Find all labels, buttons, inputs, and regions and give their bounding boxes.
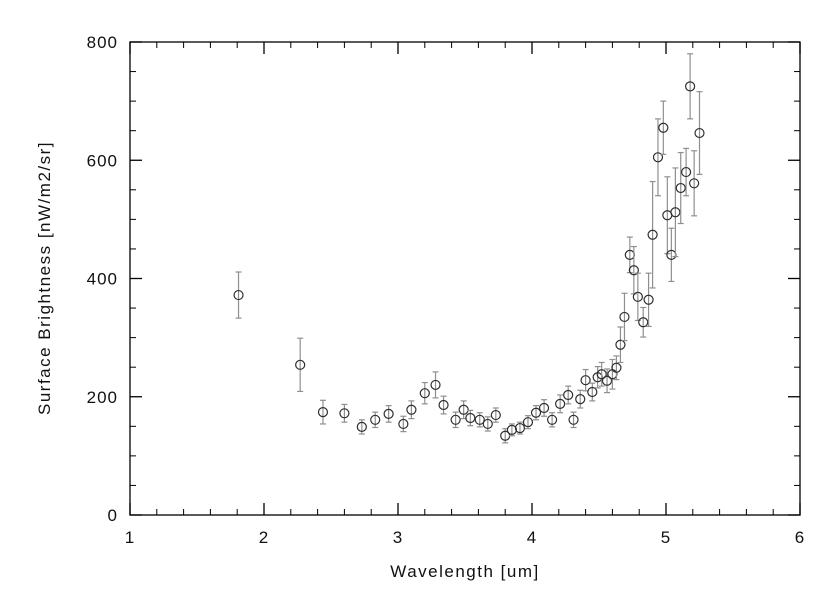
x-tick-label: 3	[393, 528, 403, 547]
data-point-marker	[356, 421, 367, 433]
data-point-marker	[563, 389, 574, 401]
data-point-marker	[670, 207, 681, 218]
data-point-marker	[430, 379, 441, 391]
data-point-marker	[538, 402, 550, 414]
data-point-marker	[383, 408, 394, 419]
data-point-marker	[419, 388, 430, 399]
data-point-marker	[438, 399, 449, 411]
data-point-marker	[689, 178, 700, 189]
data-point-marker	[615, 339, 626, 350]
y-tick-label: 400	[87, 270, 118, 289]
data-point-marker	[406, 404, 417, 415]
data-point-marker	[680, 166, 692, 178]
data-point-marker	[370, 414, 381, 425]
data-point-marker	[580, 375, 591, 386]
y-axis-label: Surface Brightness [nW/m2/sr]	[35, 141, 54, 415]
data-point-marker	[233, 289, 244, 301]
data-point-marker	[398, 418, 409, 430]
data-point-marker	[575, 394, 586, 405]
x-tick-label: 5	[661, 528, 671, 547]
data-point-marker	[530, 407, 542, 418]
data-point-marker	[587, 386, 598, 398]
data-point-marker	[490, 409, 501, 421]
data-point-marker	[619, 311, 630, 323]
data-point-marker	[596, 369, 607, 380]
data-point-marker	[465, 412, 476, 424]
data-point-marker	[458, 404, 469, 415]
data-point-marker	[317, 407, 329, 418]
data-point-marker	[611, 362, 622, 373]
x-tick-label: 4	[527, 528, 537, 547]
data-point-marker	[514, 422, 526, 434]
plot-content: 1 2 3 4 5 6 0 200 400 600 800	[87, 33, 805, 547]
data-point-marker	[694, 127, 705, 139]
data-point-marker	[506, 424, 517, 435]
data-point-marker	[652, 152, 664, 163]
y-tick-label: 200	[87, 388, 118, 407]
data-point-marker	[522, 417, 534, 428]
y-tick-label: 0	[108, 506, 118, 525]
data-point-marker	[601, 375, 613, 386]
data-point-marker	[450, 414, 461, 425]
y-tick-label: 800	[87, 33, 118, 52]
data-point-marker	[666, 249, 677, 260]
data-point-marker	[482, 418, 493, 430]
data-point-marker	[546, 414, 558, 425]
data-point-marker	[624, 249, 635, 260]
data-point-marker	[295, 359, 306, 370]
data-point-marker	[643, 294, 654, 305]
data-point-marker	[675, 182, 686, 194]
x-tick-label: 6	[795, 528, 805, 547]
y-tick-label: 600	[87, 151, 118, 170]
data-point-marker	[632, 291, 643, 302]
x-tick-label: 1	[125, 528, 135, 547]
x-tick-label: 2	[259, 528, 269, 547]
data-point-marker	[555, 398, 566, 409]
data-point-marker	[638, 317, 649, 328]
data-point-marker	[647, 229, 658, 240]
x-axis-label: Wavelength [um]	[390, 562, 539, 581]
data-point-marker	[628, 265, 639, 276]
data-point-marker	[339, 408, 350, 419]
data-point-marker	[474, 414, 485, 425]
data-point-marker	[685, 81, 696, 92]
data-point-marker	[568, 414, 579, 425]
data-point-marker	[658, 122, 669, 133]
